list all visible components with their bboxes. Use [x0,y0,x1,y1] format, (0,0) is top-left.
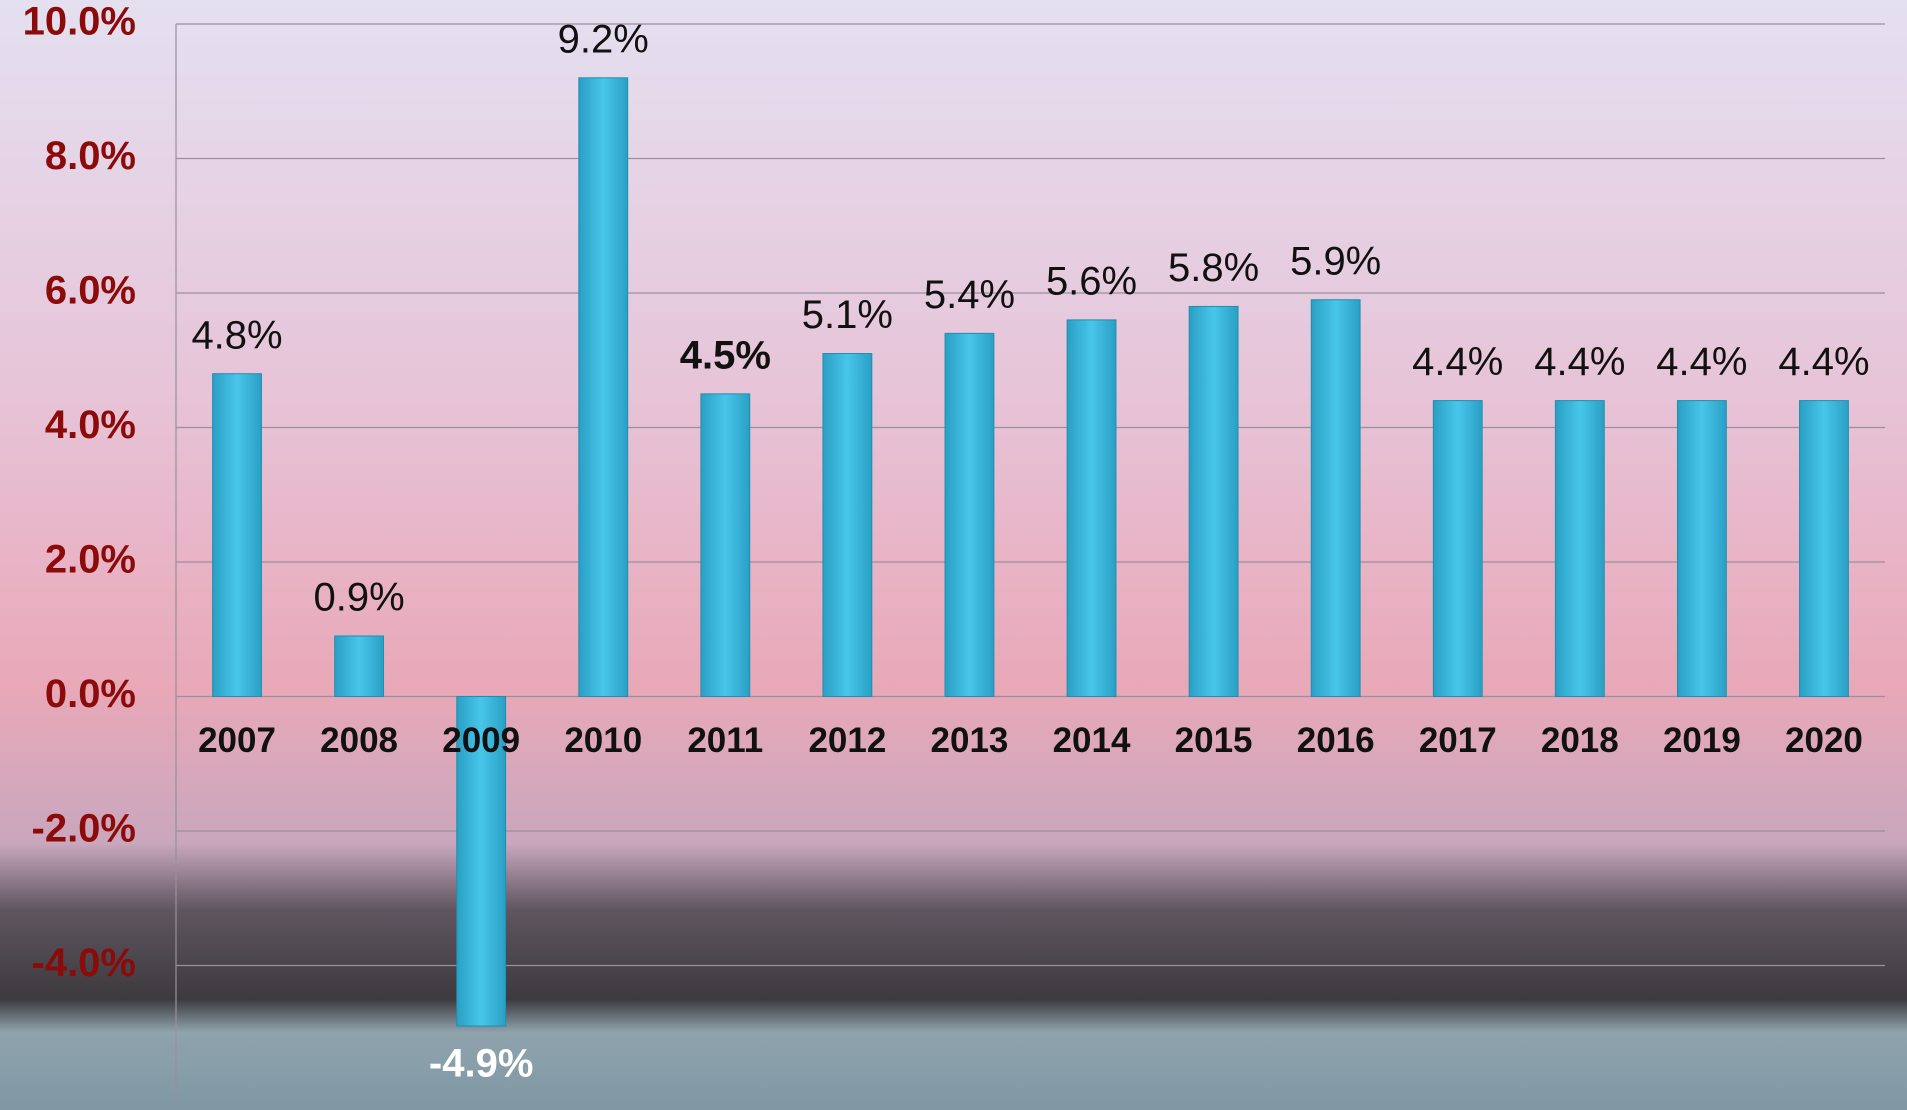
bar [1067,320,1116,697]
y-tick-label: 4.0% [45,403,136,447]
x-tick-label: 2020 [1785,721,1863,760]
bar [579,78,628,697]
page: -4.0% -2.0% 0.0% 2.0% 4.0% 6.0% 8.0% 10.0% 4.8% 2… [0,0,1907,1110]
value-label: 4.4% [1778,340,1869,384]
x-tick-label: 2016 [1297,721,1375,760]
y-tick-label: 6.0% [45,269,136,313]
x-tick-label: 2010 [564,721,642,760]
y-tick-label: 0.0% [45,672,136,716]
x-tick-label: 2018 [1541,721,1619,760]
x-tick-label: 2017 [1419,721,1497,760]
value-label: 4.4% [1534,340,1625,384]
bar [213,374,262,697]
bar [823,354,872,697]
x-tick-label: 2013 [931,721,1009,760]
x-tick-label: 2015 [1175,721,1253,760]
y-tick-label: -2.0% [32,807,137,851]
value-label: 5.6% [1046,259,1137,303]
value-label: 0.9% [314,576,405,620]
value-label: 4.8% [191,313,282,357]
y-tick-label: 8.0% [45,134,136,178]
value-label: 5.9% [1290,239,1381,283]
x-tick-label: 2011 [687,721,763,760]
value-label: 5.1% [802,293,893,337]
x-tick-label: 2019 [1663,721,1741,760]
value-label: 4.4% [1412,340,1503,384]
y-tick-label: -4.0% [32,941,137,985]
bar [1433,401,1482,697]
value-label: 5.4% [924,273,1015,317]
value-label: 4.5% [680,333,771,377]
bar [1677,401,1726,697]
value-label: 9.2% [558,17,649,61]
value-label: -4.9% [429,1042,534,1086]
value-label: 4.4% [1656,340,1747,384]
y-tick-label: 2.0% [45,538,136,582]
x-tick-label: 2009 [442,721,520,760]
x-tick-label: 2012 [808,721,886,760]
bar [1311,300,1360,697]
x-tick-label: 2008 [320,721,398,760]
bar [335,636,384,697]
bar [1555,401,1604,697]
bar [701,394,750,697]
bar [1800,401,1849,697]
x-tick-label: 2014 [1053,721,1131,760]
bar [945,333,994,696]
bar [1189,306,1238,696]
value-label: 5.8% [1168,246,1259,290]
y-tick-label: 10.0% [23,0,136,44]
x-tick-label: 2007 [198,721,276,760]
chart: -4.0% -2.0% 0.0% 2.0% 4.0% 6.0% 8.0% 10.0% 4.8% 2… [0,0,1907,1110]
